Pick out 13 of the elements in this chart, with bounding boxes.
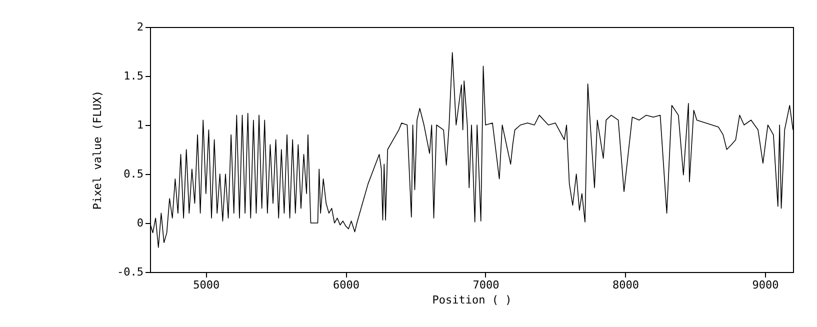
y-tick-label: 0.5 [124,168,144,180]
y-tick-label: 1.5 [124,70,144,82]
x-tick-label: 5000 [193,278,220,292]
y-tick-label: 2 [136,20,144,34]
x-axis-title: Position ( ) [432,294,512,306]
x-tick-label: 9000 [752,278,779,292]
y-tick-label: 1 [136,118,144,132]
y-tick-label: -0.5 [117,266,144,278]
y-tick-label: 0 [136,216,144,230]
x-tick-label: 6000 [332,278,360,292]
x-tick-label: 7000 [472,278,500,292]
x-tick-label: 8000 [612,278,640,292]
y-axis-title: Pixel value (FLUX) [91,90,104,210]
